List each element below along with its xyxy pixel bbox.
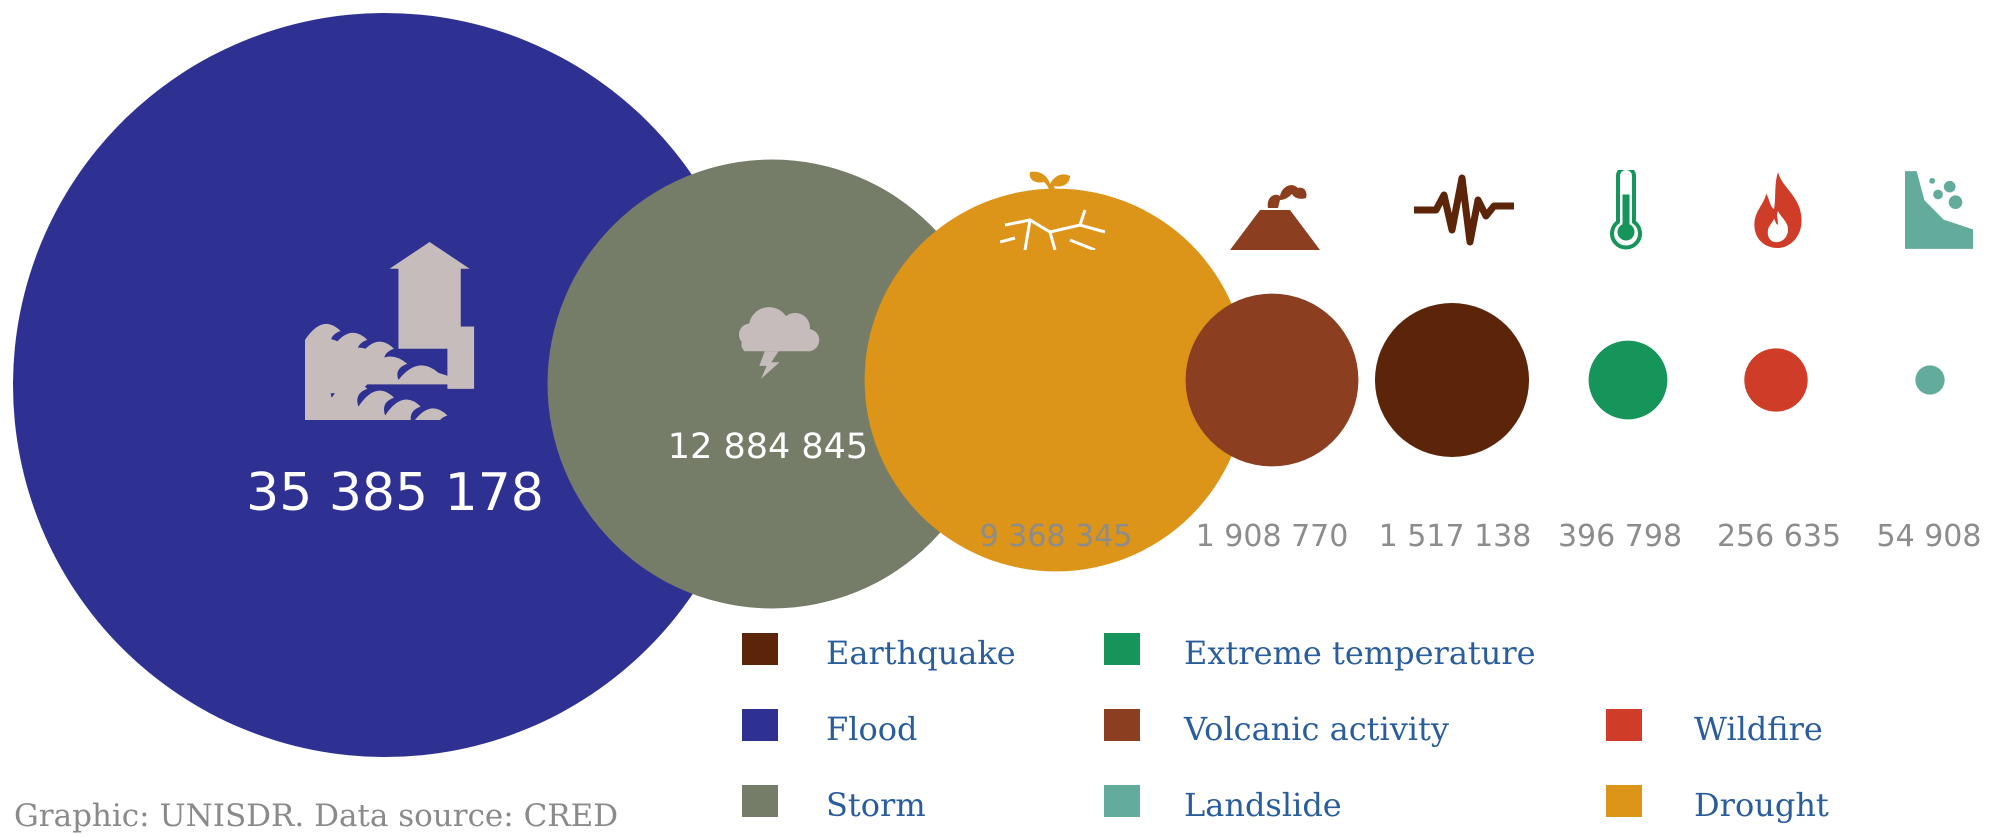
legend-label-flood: Flood: [826, 710, 917, 748]
legend-item-storm: Storm: [742, 785, 926, 824]
seismograph-icon: [1414, 178, 1514, 242]
legend-item-wildfire: Wildfire: [1606, 709, 1823, 748]
legend-label-earthquake: Earthquake: [826, 634, 1016, 672]
value-label-earthquake: 1 517 138: [1379, 519, 1532, 554]
bubble-earthquake: [1374, 302, 1530, 458]
legend-item-extreme-temperature: Extreme temperature: [1104, 633, 1536, 672]
landslide-icon: [1905, 171, 1973, 249]
legend-swatch-earthquake: [742, 633, 778, 665]
legend-label-drought: Drought: [1694, 786, 1829, 824]
value-label-extreme-temperature: 396 798: [1558, 519, 1682, 554]
value-label-storm: 12 884 845: [668, 427, 868, 467]
legend: Earthquake Flood Storm Extreme temperature V…: [742, 633, 1829, 824]
legend-swatch-drought: [1606, 785, 1642, 817]
legend-swatch-flood: [742, 709, 778, 741]
fire-icon: [1754, 172, 1802, 249]
drought-cracked-earth-icon: [1000, 170, 1110, 250]
legend-swatch-volcanic-activity: [1104, 709, 1140, 741]
bubbles-layer: [13, 13, 1945, 757]
bubble-extreme-temperature: [1588, 340, 1668, 420]
legend-swatch-wildfire: [1606, 709, 1642, 741]
legend-swatch-storm: [742, 785, 778, 817]
value-label-volcanic-activity: 1 908 770: [1196, 519, 1349, 554]
bubble-volcanic-activity: [1185, 293, 1359, 467]
value-label-flood: 35 385 178: [246, 463, 544, 523]
value-label-drought: 9 368 345: [980, 519, 1133, 554]
bubble-drought: [864, 188, 1248, 572]
bubble-flood: [13, 13, 757, 757]
labels-layer: 35 385 178 12 884 845 9 368 345 1 908 770 1 …: [246, 427, 1981, 554]
legend-item-landslide: Landslide: [1104, 785, 1342, 824]
source-caption: Graphic: UNISDR. Data source: CRED: [14, 798, 618, 834]
legend-label-extreme-temperature: Extreme temperature: [1184, 634, 1536, 672]
bubble-landslide: [1915, 365, 1945, 395]
thermometer-icon: [1610, 170, 1642, 250]
bubble-storm: [547, 159, 997, 609]
legend-swatch-landslide: [1104, 785, 1140, 817]
value-label-wildfire: 256 635: [1717, 519, 1841, 554]
volcano-icon: [1230, 185, 1320, 250]
legend-item-drought: Drought: [1606, 785, 1829, 824]
legend-label-landslide: Landslide: [1184, 786, 1342, 824]
bubble-wildfire: [1744, 348, 1808, 412]
legend-item-flood: Flood: [742, 709, 917, 748]
legend-label-wildfire: Wildfire: [1694, 710, 1823, 748]
legend-item-volcanic-activity: Volcanic activity: [1104, 709, 1449, 748]
value-label-landslide: 54 908: [1877, 519, 1982, 554]
legend-swatch-extreme-temperature: [1104, 633, 1140, 665]
legend-label-storm: Storm: [826, 786, 926, 824]
legend-item-earthquake: Earthquake: [742, 633, 1016, 672]
legend-label-volcanic-activity: Volcanic activity: [1183, 710, 1449, 748]
